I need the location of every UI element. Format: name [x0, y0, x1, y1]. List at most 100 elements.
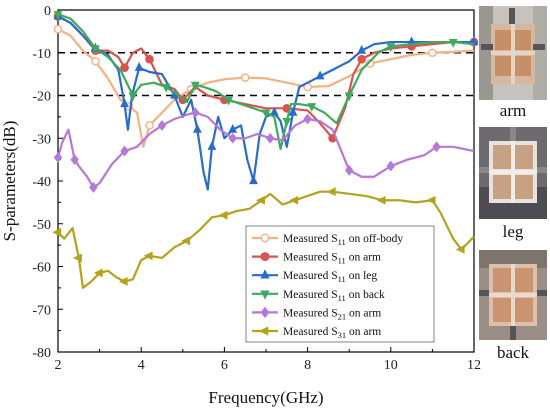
data-point	[260, 306, 270, 319]
y-tick-label: -40	[32, 175, 51, 190]
photo-back	[479, 250, 547, 340]
series-group	[53, 107, 475, 193]
y-tick-label: -70	[32, 303, 51, 318]
legend-label: Measured S21 on arm	[283, 307, 381, 321]
data-point	[357, 54, 366, 64]
data-point	[207, 141, 217, 150]
data-point	[93, 268, 103, 278]
legend-label: Measured S11 on arm	[283, 252, 381, 266]
data-point	[192, 123, 202, 133]
photo-caption-back: back	[496, 343, 530, 362]
y-tick-label: -30	[32, 132, 51, 147]
x-tick-label: 6	[221, 358, 228, 373]
data-point	[118, 277, 128, 286]
data-point	[303, 113, 312, 125]
data-point	[120, 98, 129, 108]
data-point	[386, 160, 396, 172]
data-point	[145, 121, 154, 130]
data-point	[260, 233, 270, 243]
data-point	[70, 154, 79, 166]
data-point	[344, 164, 354, 176]
data-point	[357, 44, 367, 54]
y-tick-label: -20	[32, 90, 51, 105]
reference-lines	[58, 51, 474, 97]
legend-box	[245, 225, 435, 343]
data-point	[448, 38, 458, 48]
photo-caption-arm: arm	[499, 101, 527, 120]
series-group	[53, 10, 479, 191]
photo-leg	[479, 127, 547, 219]
data-point	[432, 141, 441, 153]
photo-caption-leg: leg	[502, 222, 524, 241]
data-point	[455, 244, 465, 254]
legend-label: Measured S11 on back	[283, 289, 385, 303]
data-point	[190, 81, 200, 91]
data-point	[289, 195, 299, 205]
y-tick-label: -60	[32, 261, 51, 276]
data-point	[228, 132, 237, 144]
data-point	[307, 103, 317, 112]
data-point	[53, 152, 63, 163]
data-point	[428, 48, 437, 58]
data-point	[224, 96, 233, 106]
x-tick-label: 8	[304, 358, 311, 373]
data-point	[240, 73, 250, 82]
y-axis-title: S-parameters(dB)	[0, 121, 19, 242]
series-group	[52, 187, 475, 289]
x-axis-title: Frequency(GHz)	[208, 388, 323, 407]
data-point	[181, 236, 191, 246]
data-point	[157, 120, 167, 131]
data-point	[265, 132, 275, 144]
data-point	[288, 106, 298, 116]
axis-ticks: 2 4 6 8 10 12 0 -10 -20 -30 -40 -50 -60 -70 -80	[32, 4, 481, 373]
photo-arm	[479, 6, 547, 100]
x-tick-label: 10	[384, 358, 398, 373]
data-point	[261, 109, 271, 119]
legend: Measured S11 on off-body Measured S11 on …	[245, 225, 435, 343]
data-point	[426, 195, 436, 205]
data-point	[260, 252, 270, 262]
data-point	[260, 290, 270, 300]
series-line	[57, 28, 475, 148]
data-point	[53, 11, 63, 20]
data-point	[53, 24, 63, 34]
data-point	[89, 182, 98, 193]
legend-label: Measured S31 on arm	[283, 326, 381, 340]
y-tick-label: -80	[32, 346, 51, 361]
y-tick-label: -10	[32, 47, 51, 62]
data-point	[228, 123, 238, 133]
legend-label: Measured S11 on off-body	[283, 233, 403, 247]
antenna-on-leg-image	[479, 127, 547, 219]
antenna-on-arm-image	[479, 6, 547, 100]
data-point	[91, 45, 100, 55]
data-point	[260, 269, 270, 279]
data-point	[386, 43, 396, 53]
data-point	[52, 227, 62, 237]
antenna-on-back-image	[479, 250, 547, 340]
data-point	[128, 92, 138, 102]
data-point	[120, 63, 129, 73]
data-point	[259, 326, 269, 336]
data-point	[256, 195, 265, 205]
data-point	[161, 83, 171, 93]
data-point	[91, 57, 100, 66]
data-point	[282, 118, 292, 127]
data-series	[52, 10, 479, 289]
data-point	[145, 54, 154, 64]
legend-label: Measured S11 on leg	[283, 270, 377, 284]
series-line	[56, 111, 475, 189]
y-tick-label: -50	[32, 218, 51, 233]
y-tick-label: 0	[44, 4, 51, 19]
data-point	[326, 187, 336, 197]
data-point	[120, 145, 129, 157]
series-group	[53, 11, 475, 151]
data-point	[143, 251, 153, 261]
data-point	[469, 36, 479, 46]
data-point	[218, 210, 228, 220]
data-point	[73, 253, 82, 263]
x-tick-label: 4	[138, 358, 145, 373]
x-tick-label: 2	[55, 358, 62, 373]
series-line	[57, 13, 475, 151]
x-tick-label: 12	[467, 358, 481, 373]
